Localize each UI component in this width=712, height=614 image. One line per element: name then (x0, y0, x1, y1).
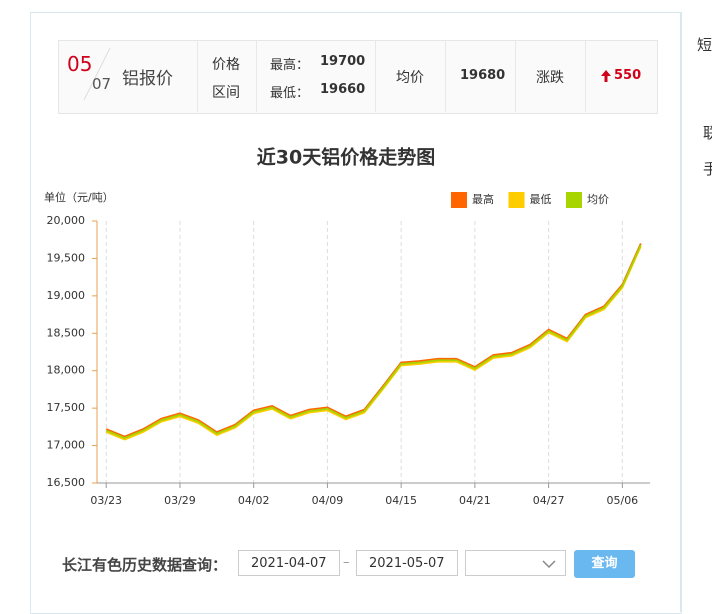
y-tick-label: 18,500 (47, 326, 86, 339)
legend-swatch (566, 192, 582, 208)
high-label: 最高： (270, 58, 310, 73)
price-line (105, 243, 642, 438)
x-tick-label: 03/23 (90, 494, 122, 507)
select[interactable] (465, 550, 566, 576)
separator (197, 40, 198, 112)
side-text: 联 (703, 124, 712, 142)
side-text: 手 (703, 160, 712, 178)
y-unit: 单位（元/吨） (44, 190, 114, 204)
date-separator: – (343, 555, 350, 570)
y-tick-label: 19,000 (47, 289, 86, 302)
up-arrow (601, 70, 611, 82)
x-tick-label: 04/15 (385, 494, 417, 507)
low-label: 最低： (270, 86, 310, 101)
page: 近30天铝价格走势图 单位（元/吨） 16,500 17,000 17,500 18,… (30, 12, 712, 614)
side-text: 短 (697, 36, 712, 54)
price-line (105, 246, 642, 441)
low-value: 19660 (320, 82, 366, 97)
month: 05 (67, 52, 93, 76)
avg-value: 19680 (460, 68, 506, 83)
y-tick-label: 20,000 (47, 214, 86, 227)
legend-swatch (508, 192, 525, 208)
price-box (58, 40, 658, 114)
query-label: 长江有色历史数据查询： (62, 556, 228, 574)
chart: 近30天铝价格走势图 单位（元/吨） 16,500 17,000 17,500 18,… (44, 47, 650, 507)
x-tick-label: 04/27 (533, 494, 565, 507)
day: 07 (92, 75, 112, 93)
query-button[interactable]: 查询 (574, 550, 635, 578)
date-divider (83, 47, 111, 101)
change-value: 550 (614, 68, 642, 83)
end-date-input[interactable]: 2021-05-07 (356, 550, 458, 576)
y-tick-label: 17,500 (47, 401, 86, 414)
y-tick-label: 17,000 (47, 439, 86, 452)
chart-title: 近30天铝价格走势图 (257, 146, 435, 169)
separator (585, 40, 586, 112)
legend-label: 最低 (530, 193, 552, 206)
avg-label: 均价 (396, 70, 424, 86)
separator (375, 40, 376, 112)
x-tick-label: 03/29 (164, 494, 196, 507)
range-label: 价格 (212, 57, 240, 73)
separator (445, 40, 446, 112)
high-value: 19700 (320, 54, 366, 69)
legend-swatch (451, 192, 467, 208)
legend-label: 最高 (472, 192, 494, 206)
separator (515, 40, 516, 112)
legend-label: 均价 (587, 193, 609, 206)
range-label: 区间 (212, 85, 240, 101)
metal-name: 铝报价 (122, 69, 173, 89)
x-tick-label: 04/21 (459, 494, 491, 507)
price-line (105, 244, 642, 440)
separator (256, 40, 257, 112)
y-tick-label: 16,500 (47, 476, 86, 489)
x-tick-label: 04/09 (312, 494, 344, 507)
start-date-input[interactable]: 2021-04-07 (238, 550, 340, 576)
x-tick-label: 05/06 (606, 494, 638, 507)
y-tick-label: 19,500 (47, 251, 86, 264)
dropdown-arrow (542, 560, 556, 569)
side-panel (680, 12, 712, 612)
change-label: 涨跌 (536, 70, 564, 86)
x-tick-label: 04/02 (238, 494, 270, 507)
y-tick-label: 18,000 (47, 364, 86, 377)
